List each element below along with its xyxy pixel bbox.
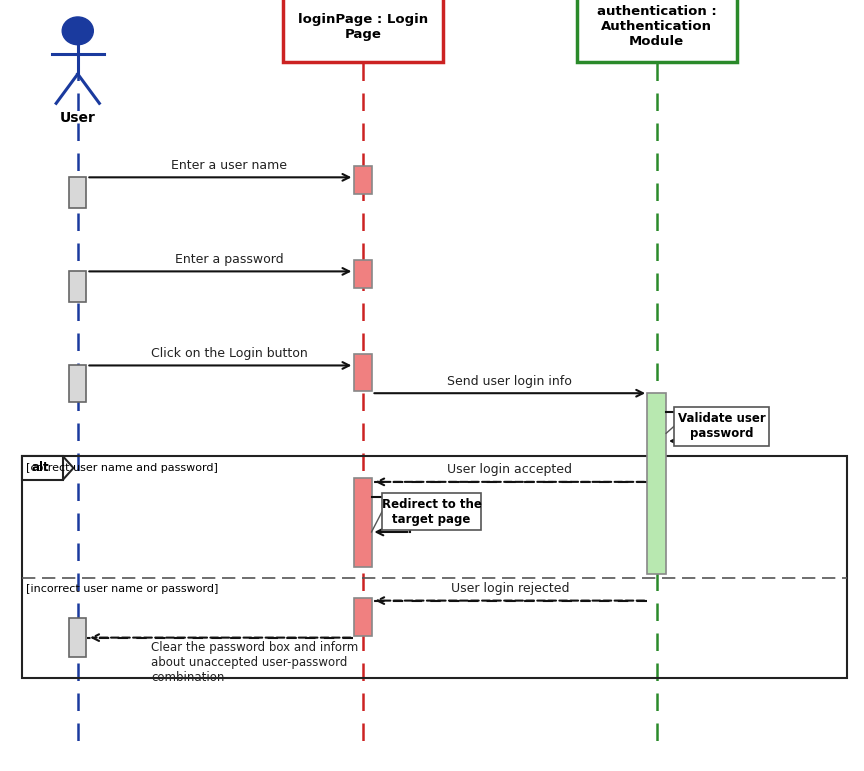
Bar: [283, 0, 442, 62]
Text: User login accepted: User login accepted: [448, 463, 572, 476]
Text: authentication :
Authentication
Module: authentication : Authentication Module: [597, 5, 716, 49]
Bar: [354, 260, 372, 288]
Bar: [69, 271, 86, 302]
Text: loginPage : Login
Page: loginPage : Login Page: [298, 13, 428, 41]
Bar: [69, 618, 86, 657]
Bar: [69, 177, 86, 208]
Text: Enter a user name: Enter a user name: [171, 159, 287, 172]
Text: Validate user
password: Validate user password: [677, 412, 766, 440]
Bar: [354, 598, 372, 636]
Text: Enter a password: Enter a password: [175, 253, 283, 266]
Text: User: User: [60, 111, 96, 125]
Bar: [22, 456, 63, 480]
Bar: [647, 393, 666, 574]
Bar: [354, 166, 372, 194]
Circle shape: [62, 17, 93, 45]
Text: alt: alt: [31, 462, 49, 474]
Bar: [577, 0, 736, 62]
Text: Click on the Login button: Click on the Login button: [150, 347, 308, 360]
Bar: [354, 478, 372, 567]
Text: Redirect to the
target page: Redirect to the target page: [382, 498, 481, 526]
Bar: [674, 407, 769, 446]
Bar: [22, 456, 847, 678]
Text: [incorrect user name or password]: [incorrect user name or password]: [26, 584, 219, 594]
Text: Clear the password box and inform
about unaccepted user-password
combination: Clear the password box and inform about …: [151, 641, 359, 685]
Text: User login rejected: User login rejected: [450, 582, 569, 595]
Text: [correct user name and password]: [correct user name and password]: [26, 463, 218, 473]
Bar: [382, 493, 481, 530]
Bar: [354, 354, 372, 391]
Text: Send user login info: Send user login info: [448, 375, 572, 388]
Bar: [69, 365, 86, 402]
